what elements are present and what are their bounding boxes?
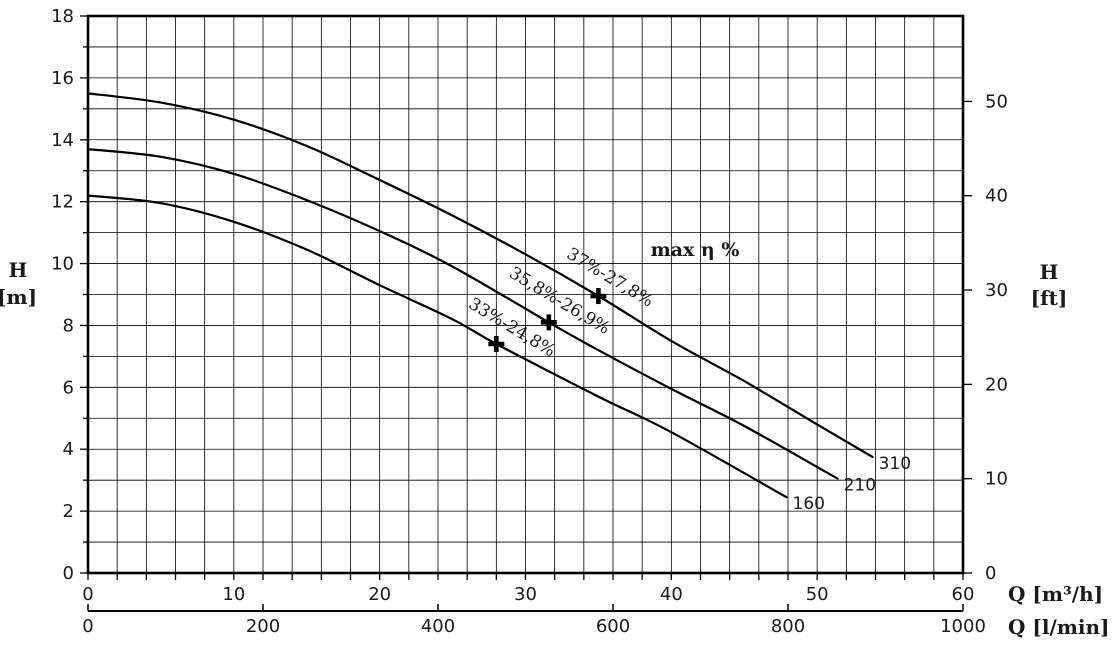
y-left-tick-label: 18 [51,6,74,27]
y-left-tick-label: 0 [63,563,74,584]
y-left-tick-label: 10 [51,254,74,275]
y-right-tick-label: 50 [985,91,1008,112]
y-left-tick-label: 2 [63,501,74,522]
curve-label-310: 310 [879,454,911,474]
x-primary-tick-label: 50 [806,584,829,605]
axis-ticks [80,15,972,580]
x-secondary-tick-label: 400 [421,616,455,637]
y-right-tick-label: 20 [985,374,1008,395]
efficiency-marker-310 [590,288,607,305]
x-secondary-axis-title: Q [l/min] [1008,615,1110,639]
y-right-axis-symbol: H [1040,260,1059,284]
max-efficiency-annotation: max η % [651,239,740,261]
efficiency-marker-160 [488,336,505,353]
efficiency-marker-210 [540,314,557,331]
x-secondary-tick-label: 200 [246,616,280,637]
x-primary-tick-label: 40 [660,584,683,605]
pump-curve-310 [86,92,874,459]
x-primary-tick-label: 0 [82,584,93,605]
axis-tick-labels: 0 10 20 30 40 50 60 0 2 4 6 8 10 12 14 16 18 0 10 20 30 40 50 [51,6,1008,605]
y-left-tick-label: 14 [51,130,74,151]
plot-border-rect [86,14,965,575]
y-right-tick-label: 10 [985,469,1008,490]
x-secondary-tick-label: 800 [771,616,805,637]
x-secondary-tick-label: 0 [82,616,93,637]
y-left-axis-unit: [m] [0,285,37,309]
efficiency-markers: 37%-27,8%35,8%-26,9%33%-24,8% [465,244,657,361]
x-primary-axis-title: Q [m³/h] [1008,582,1103,606]
y-left-tick-label: 16 [51,68,74,89]
x-primary-tick-label: 10 [222,584,245,605]
x-primary-tick-label: 60 [952,584,975,605]
curve-label-160: 160 [793,494,825,514]
x-secondary-tick-label: 1000 [940,616,986,637]
pump-curve-160 [86,194,788,499]
y-left-tick-label: 4 [63,439,74,460]
y-right-axis-unit: [ft] [1031,286,1068,310]
curve-label-210: 210 [844,476,876,496]
plot-border [86,14,965,575]
grid-lines [87,15,964,574]
pump-curve-210 [86,148,839,480]
y-left-axis-symbol: H [9,258,28,282]
y-right-tick-label: 30 [985,280,1008,301]
flow-lmin-axis: 0 200 400 600 800 1000 [82,604,986,637]
y-right-tick-label: 0 [985,563,996,584]
y-left-tick-label: 12 [51,192,74,213]
x-primary-tick-label: 30 [514,584,537,605]
y-left-tick-label: 6 [63,377,74,398]
y-right-tick-label: 40 [985,186,1008,207]
x-primary-tick-label: 20 [368,584,391,605]
x-secondary-tick-label: 600 [596,616,630,637]
y-left-tick-label: 8 [63,315,74,336]
